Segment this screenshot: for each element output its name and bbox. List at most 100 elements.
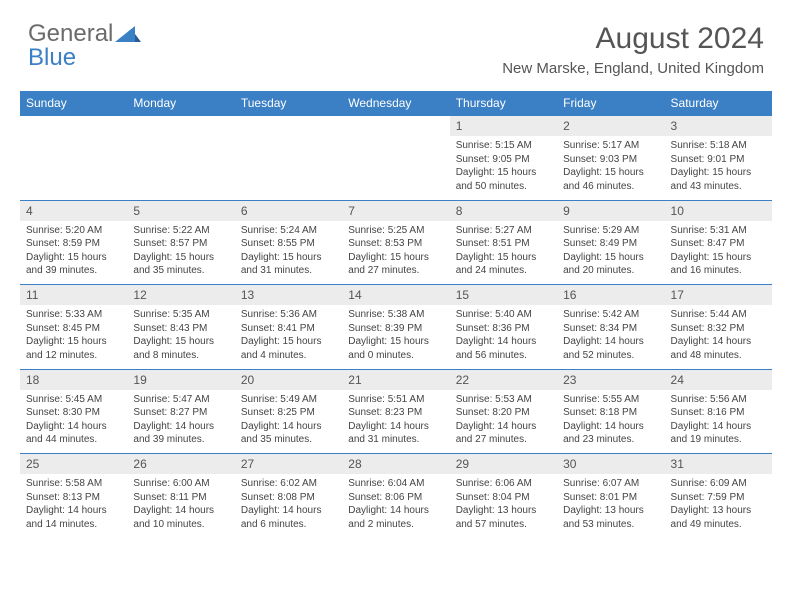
weekday-header: Tuesday: [235, 91, 342, 116]
day-number-cell: 25: [20, 454, 127, 475]
day-number-cell: 21: [342, 369, 449, 390]
day-content-cell: Sunrise: 6:09 AMSunset: 7:59 PMDaylight:…: [665, 474, 772, 538]
sunrise-line: Sunrise: 5:40 AM: [456, 309, 532, 320]
brand-part2: Blue: [28, 44, 76, 71]
day-content-cell: Sunrise: 6:00 AMSunset: 8:11 PMDaylight:…: [127, 474, 234, 538]
day-number-cell: 29: [450, 454, 557, 475]
day-content-cell: Sunrise: 5:27 AM Sunset: 8:51 PM Daylight:…: [450, 221, 557, 285]
sunrise-line: Sunrise: 5:29 AM: [563, 225, 639, 236]
sunrise-line: Sunrise: 6:02 AM: [241, 478, 317, 489]
day-number-row: 123: [20, 116, 772, 137]
day-number-cell: 28: [342, 454, 449, 475]
day-content-cell: Sunrise: 5:44 AMSunset: 8:32 PMDaylight:…: [665, 305, 772, 369]
sunset-line: Sunset: 8:27 PM: [133, 407, 207, 418]
day-content-row: Sunrise: 5:45 AM Sunset: 8:30 PM Daylight:…: [20, 390, 772, 454]
day-content-cell: Sunrise: 5:29 AMSunset: 8:49 PMDaylight:…: [557, 221, 664, 285]
brand-logo: General Blue: [28, 22, 141, 70]
daylight-line: Daylight: 15 hours and 12 minutes.: [26, 336, 107, 361]
daylight-line: Daylight: 15 hours and 39 minutes.: [26, 252, 107, 277]
sunset-line: Sunset: 8:01 PM: [563, 492, 637, 503]
brand-part1: General: [28, 20, 113, 47]
daylight-line: Daylight: 15 hours and 20 minutes.: [563, 252, 644, 277]
sunrise-line: Sunrise: 6:06 AM: [456, 478, 532, 489]
brand-triangle-icon: [115, 24, 141, 51]
day-number-cell: 31: [665, 454, 772, 475]
daylight-line: Daylight: 14 hours and 39 minutes.: [133, 421, 214, 446]
day-number-cell: 24: [665, 369, 772, 390]
daylight-line: Daylight: 15 hours and 16 minutes.: [671, 252, 752, 277]
day-content-cell: Sunrise: 5:45 AM Sunset: 8:30 PM Daylight:…: [20, 390, 127, 454]
daylight-line: Daylight: 14 hours and 23 minutes.: [563, 421, 644, 446]
sunset-line: Sunset: 8:30 PM: [26, 407, 100, 418]
day-content-cell: Sunrise: 5:25 AMSunset: 8:53 PMDaylight:…: [342, 221, 449, 285]
day-number-row: 45678910: [20, 200, 772, 221]
sunset-line: Sunset: 9:05 PM: [456, 154, 530, 165]
day-number-cell: 12: [127, 285, 234, 306]
daylight-line: Daylight: 15 hours and 35 minutes.: [133, 252, 214, 277]
day-content-cell: [235, 136, 342, 200]
daylight-line: Daylight: 14 hours and 48 minutes.: [671, 336, 752, 361]
daylight-line: Daylight: 14 hours and 2 minutes.: [348, 505, 429, 530]
day-content-cell: Sunrise: 5:53 AMSunset: 8:20 PMDaylight:…: [450, 390, 557, 454]
sunset-line: Sunset: 8:23 PM: [348, 407, 422, 418]
day-number-cell: 8: [450, 200, 557, 221]
sunset-line: Sunset: 8:18 PM: [563, 407, 637, 418]
day-number-cell: 10: [665, 200, 772, 221]
day-number-row: 25262728293031: [20, 454, 772, 475]
day-number-cell: 4: [20, 200, 127, 221]
day-number-cell: [342, 116, 449, 137]
sunrise-line: Sunrise: 5:27 AM: [456, 225, 532, 236]
day-content-cell: Sunrise: 6:04 AMSunset: 8:06 PMDaylight:…: [342, 474, 449, 538]
daylight-line: Daylight: 15 hours and 0 minutes.: [348, 336, 429, 361]
weekday-header: Friday: [557, 91, 664, 116]
sunrise-line: Sunrise: 5:36 AM: [241, 309, 317, 320]
sunset-line: Sunset: 8:08 PM: [241, 492, 315, 503]
day-content-cell: [342, 136, 449, 200]
daylight-line: Daylight: 14 hours and 6 minutes.: [241, 505, 322, 530]
sunset-line: Sunset: 8:59 PM: [26, 238, 100, 249]
daylight-line: Daylight: 15 hours and 8 minutes.: [133, 336, 214, 361]
day-content-cell: Sunrise: 5:20 AMSunset: 8:59 PMDaylight:…: [20, 221, 127, 285]
day-content-row: Sunrise: 5:15 AMSunset: 9:05 PMDaylight:…: [20, 136, 772, 200]
day-number-cell: 1: [450, 116, 557, 137]
sunrise-line: Sunrise: 5:56 AM: [671, 394, 747, 405]
daylight-line: Daylight: 15 hours and 27 minutes.: [348, 252, 429, 277]
daylight-line: Daylight: 15 hours and 24 minutes.: [456, 252, 537, 277]
day-content-cell: Sunrise: 5:58 AMSunset: 8:13 PMDaylight:…: [20, 474, 127, 538]
day-number-cell: 16: [557, 285, 664, 306]
day-number-cell: 5: [127, 200, 234, 221]
daylight-line: Daylight: 13 hours and 53 minutes.: [563, 505, 644, 530]
day-number-cell: 7: [342, 200, 449, 221]
sunrise-line: Sunrise: 6:04 AM: [348, 478, 424, 489]
day-number-cell: 23: [557, 369, 664, 390]
day-number-row: 18192021222324: [20, 369, 772, 390]
sunset-line: Sunset: 8:34 PM: [563, 323, 637, 334]
day-content-cell: Sunrise: 5:22 AMSunset: 8:57 PMDaylight:…: [127, 221, 234, 285]
daylight-line: Daylight: 14 hours and 10 minutes.: [133, 505, 214, 530]
sunrise-line: Sunrise: 5:24 AM: [241, 225, 317, 236]
sunset-line: Sunset: 8:36 PM: [456, 323, 530, 334]
sunrise-line: Sunrise: 5:17 AM: [563, 140, 639, 151]
day-number-cell: 14: [342, 285, 449, 306]
sunset-line: Sunset: 8:53 PM: [348, 238, 422, 249]
day-number-cell: 15: [450, 285, 557, 306]
sunset-line: Sunset: 8:51 PM: [456, 238, 530, 249]
day-content-cell: Sunrise: 5:38 AMSunset: 8:39 PMDaylight:…: [342, 305, 449, 369]
day-number-cell: 30: [557, 454, 664, 475]
day-number-cell: [127, 116, 234, 137]
daylight-line: Daylight: 14 hours and 44 minutes.: [26, 421, 107, 446]
daylight-line: Daylight: 15 hours and 43 minutes.: [671, 167, 752, 192]
sunrise-line: Sunrise: 5:47 AM: [133, 394, 209, 405]
day-content-cell: Sunrise: 5:55 AMSunset: 8:18 PMDaylight:…: [557, 390, 664, 454]
daylight-line: Daylight: 15 hours and 4 minutes.: [241, 336, 322, 361]
sunrise-line: Sunrise: 6:07 AM: [563, 478, 639, 489]
day-number-cell: 20: [235, 369, 342, 390]
day-number-cell: 11: [20, 285, 127, 306]
day-number-cell: 19: [127, 369, 234, 390]
day-content-cell: Sunrise: 6:06 AMSunset: 8:04 PMDaylight:…: [450, 474, 557, 538]
sunset-line: Sunset: 8:16 PM: [671, 407, 745, 418]
day-content-cell: Sunrise: 5:56 AMSunset: 8:16 PMDaylight:…: [665, 390, 772, 454]
sunrise-line: Sunrise: 5:45 AM: [26, 394, 102, 405]
day-content-cell: [127, 136, 234, 200]
weekday-header: Saturday: [665, 91, 772, 116]
